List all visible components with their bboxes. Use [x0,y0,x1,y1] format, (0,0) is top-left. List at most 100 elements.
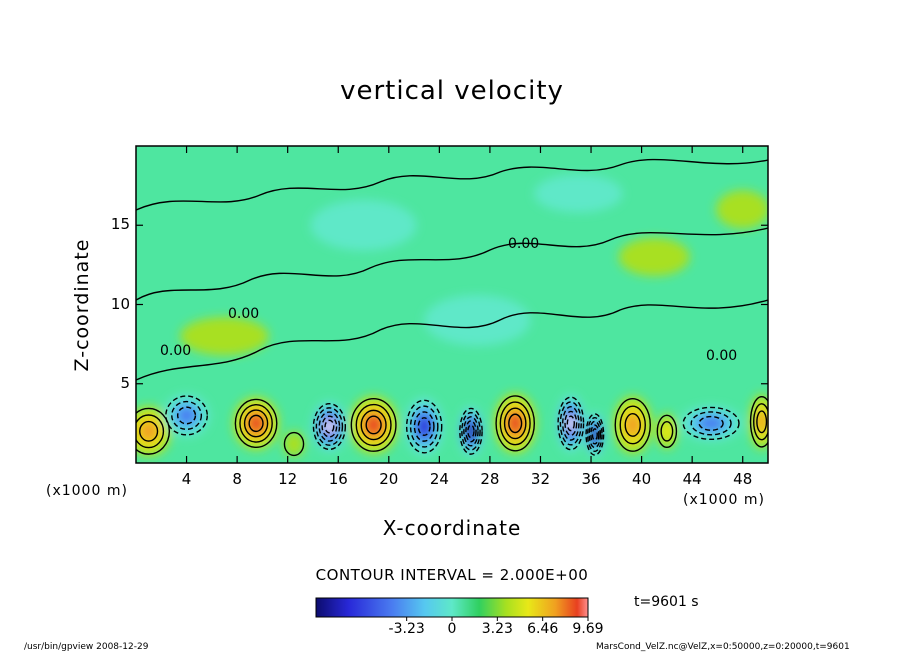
contour-line-13-1 [690,411,732,436]
contour-line-0-0 [136,407,171,455]
contour-line-1-0 [165,395,208,436]
velocity-cell-16-level-0 [424,294,531,346]
velocity-cell-18-level-0 [180,317,269,356]
contour-line-2-1 [239,404,273,443]
contour-line-4-0 [312,403,347,451]
x-axis-unit: (x1000 m) [683,492,765,508]
zero-contour-line-0 [136,299,768,381]
contour-value-label: 0.00 [706,348,738,364]
y-tick-label: 5 [120,373,130,392]
contour-line-6-3 [417,417,431,436]
y-tick-label: 15 [110,215,130,234]
x-tick-label: 24 [429,470,449,488]
x-tick-label: 36 [581,470,601,488]
y-axis-unit: (x1000 m) [46,483,128,499]
contour-line-6-2 [413,411,435,442]
contour-line-8-0 [495,395,536,452]
contour-line-14-1 [753,403,768,441]
contour-line-7-2 [463,416,479,447]
velocity-cell-13-level-2 [697,415,725,431]
velocity-cell-3-level-0 [283,431,305,457]
velocity-cell-0-level-2 [138,420,159,443]
x-tick-label: 20 [379,470,399,488]
contour-line-3-0 [283,431,305,457]
contour-line-5-1 [355,403,392,447]
contour-line-13-2 [698,415,724,431]
contour-line-7-4 [467,424,475,439]
contour-line-10-3 [590,424,600,445]
contour-line-2-0 [234,398,278,449]
contour-line-8-1 [499,401,531,446]
contour-line-12-1 [660,421,674,442]
contour-value-label: 0.00 [228,306,260,322]
colorbar-tick-label: 0 [447,621,457,637]
x-tick-label: 32 [530,470,551,488]
velocity-cell-9-level-4 [566,415,575,432]
contour-line-5-2 [360,409,387,441]
contour-line-7-0 [459,407,483,455]
y-tick-label: 10 [110,294,130,313]
x-tick-label: 48 [733,470,753,488]
contour-line-4-2 [318,411,341,442]
x-tick-label: 40 [632,470,652,488]
time-label: t=9601 s [634,594,699,610]
velocity-cell-4-level-4 [324,419,335,434]
contour-line-8-2 [503,407,527,440]
contour-line-7-1 [461,411,481,451]
contour-line-6-1 [409,405,439,448]
contour-line-1-2 [176,406,197,425]
velocity-cell-1-level-2 [176,406,197,425]
velocity-cell-6-level-3 [417,416,431,437]
y-axis-label: Z-coordinate [71,238,93,372]
x-tick-label: 12 [278,470,298,488]
velocity-cell-15-level-0 [310,199,417,251]
x-tick-label: 4 [181,470,192,488]
contour-line-1-1 [171,400,203,431]
contour-line-4-3 [321,415,338,438]
contour-line-4-4 [324,419,335,434]
contour-line-2-2 [243,409,269,438]
x-tick-label: 8 [232,470,242,488]
contour-line-8-3 [508,413,523,434]
contour-line-14-2 [756,410,768,434]
contour-line-11-1 [619,405,646,445]
colorbar-tick-label: -3.23 [388,621,425,637]
x-tick-label: 28 [480,470,500,488]
contour-line-11-2 [624,413,641,437]
colorbar-tick-label: 9.69 [572,621,604,637]
contour-line-9-4 [566,415,575,432]
colorbar-tick-label: 6.46 [527,621,559,637]
zero-contour-line-2 [136,158,768,211]
contour-value-label: 0.00 [160,343,192,359]
velocity-cell-5-level-3 [365,415,382,435]
contour-line-9-3 [564,410,578,437]
x-axis-label: X-coordinate [382,516,522,540]
contour-line-2-3 [248,414,264,433]
velocity-cell-8-level-3 [508,413,523,434]
contour-line-14-0 [749,395,768,448]
velocity-cell-17-level-0 [618,237,690,276]
footer-left: /usr/bin/gpview 2008-12-29 [24,642,149,652]
contour-line-5-0 [350,398,397,452]
contour-line-0-1 [136,414,165,449]
velocity-cell-12-level-1 [660,420,674,442]
velocity-cell-11-level-2 [624,412,642,438]
contour-line-5-3 [365,415,382,435]
velocity-cell-7-level-4 [467,424,475,439]
contour-line-6-0 [405,399,443,454]
velocity-cell-20-level-0 [716,190,768,229]
contour-value-label: 0.00 [508,236,540,252]
colorbar-tick-label: 3.23 [481,621,513,637]
contour-line-10-4 [591,428,598,441]
plot-area [136,146,768,463]
contour-line-12-0 [656,414,678,448]
velocity-cell-19-level-0 [534,174,623,213]
footer-right: MarsCond_VelZ.nc@VelZ,x=0:50000,z=0:2000… [596,642,850,652]
contour-line-4-1 [315,407,344,446]
x-tick-label: 44 [682,470,702,488]
velocity-cell-14-level-2 [756,409,767,434]
contour-line-13-0 [682,406,740,441]
contour-line-7-3 [465,420,477,443]
colorbar [315,597,589,618]
